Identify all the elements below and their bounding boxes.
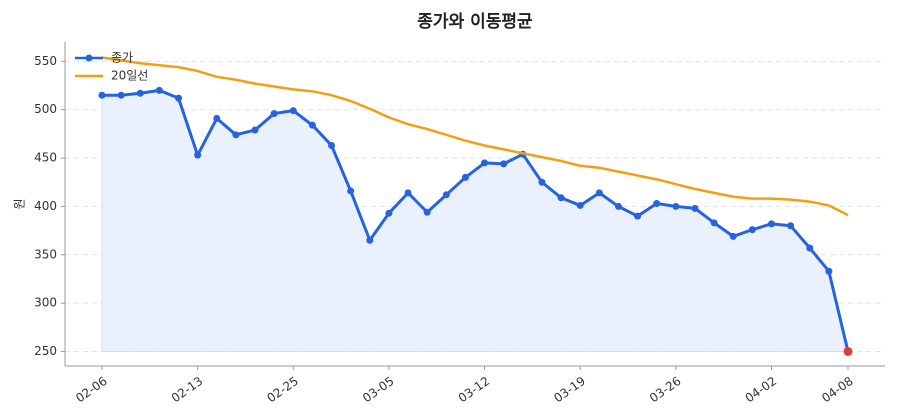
point (825, 267, 833, 275)
point (270, 110, 278, 118)
point (710, 219, 718, 227)
point (442, 191, 450, 199)
y-tick-label: 400 (34, 199, 57, 213)
y-axis-label: 원 (13, 198, 27, 209)
point (614, 202, 622, 210)
point (213, 114, 221, 122)
legend-label: 종가 (111, 51, 133, 65)
point (423, 208, 431, 216)
y-tick-label: 450 (34, 151, 57, 165)
point (175, 94, 183, 102)
point (461, 173, 469, 181)
y-tick-label: 250 (34, 344, 57, 358)
point (328, 141, 336, 149)
point (117, 91, 125, 99)
point (538, 178, 546, 186)
point (653, 200, 661, 208)
point (481, 159, 489, 167)
series-line (101, 56, 849, 217)
point (576, 201, 584, 209)
point (500, 160, 508, 168)
point (767, 220, 775, 228)
legend-marker (85, 54, 93, 62)
point (136, 89, 144, 97)
legend-label: 20일선 (111, 69, 148, 83)
x-tick-label: 04-08 (819, 374, 856, 405)
x-tick-label: 04-02 (743, 374, 780, 405)
point (634, 212, 642, 220)
point (251, 126, 259, 134)
area-fill (101, 89, 849, 352)
point (729, 232, 737, 240)
y-tick-label: 500 (34, 102, 57, 116)
x-tick-label: 03-26 (647, 374, 684, 405)
point (98, 91, 106, 99)
point (557, 194, 565, 202)
point (787, 222, 795, 230)
point (404, 189, 412, 197)
x-tick-label: 02-13 (169, 374, 206, 405)
point (194, 151, 202, 159)
point (748, 226, 756, 234)
y-tick-label: 350 (34, 247, 57, 261)
y-tick-label: 550 (34, 54, 57, 68)
point (366, 236, 374, 244)
x-tick-label: 03-19 (551, 374, 588, 405)
point (595, 189, 603, 197)
point (308, 121, 316, 129)
point (289, 107, 297, 115)
point (691, 204, 699, 212)
x-tick-label: 02-06 (73, 374, 110, 405)
point (385, 209, 393, 217)
chart-title: 종가와 이동평균 (417, 12, 533, 32)
last-point (843, 346, 853, 356)
point (806, 244, 814, 252)
y-tick-label: 300 (34, 296, 57, 310)
point (672, 202, 680, 210)
x-tick-label: 03-12 (456, 374, 493, 405)
point (232, 131, 240, 139)
point (155, 86, 163, 94)
series-line (102, 88, 850, 352)
x-tick-label: 03-05 (360, 374, 397, 405)
point (347, 187, 355, 195)
x-tick-label: 02-25 (264, 374, 301, 405)
